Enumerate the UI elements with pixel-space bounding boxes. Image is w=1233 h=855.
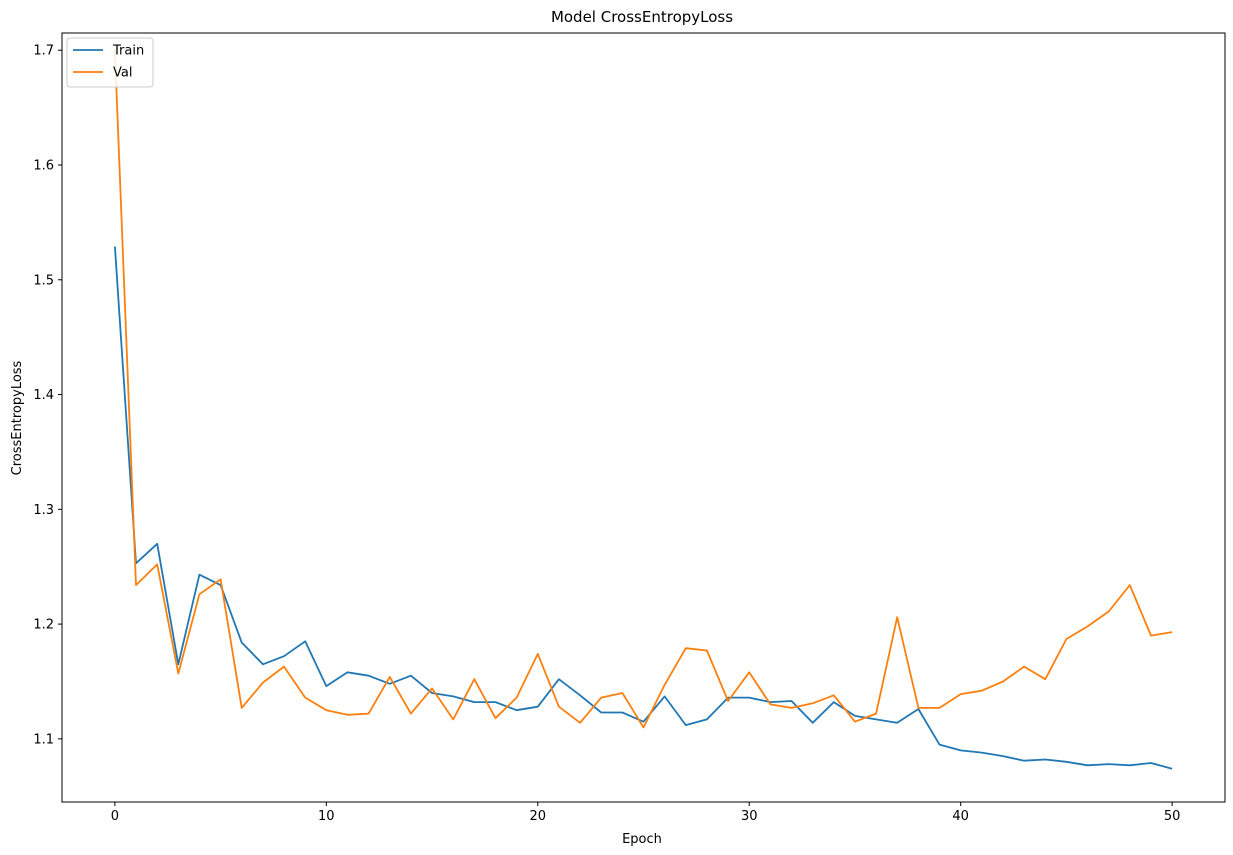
x-axis-label: Epoch: [622, 832, 662, 847]
series-line-train: [114, 246, 1173, 770]
y-tick-label: 1.2: [33, 618, 54, 633]
y-tick-label: 1.4: [33, 388, 54, 403]
y-tick-label: 1.3: [33, 503, 54, 518]
x-tick-label: 0: [111, 809, 119, 824]
x-tick-label: 50: [1164, 809, 1181, 824]
legend-label-train: Train: [112, 44, 144, 59]
x-tick-label: 20: [529, 809, 546, 824]
x-tick-label: 30: [741, 809, 758, 824]
y-tick-label: 1.1: [33, 732, 54, 747]
y-tick-label: 1.5: [33, 273, 54, 288]
x-tick-label: 40: [952, 809, 969, 824]
y-axis-label: CrossEntropyLoss: [10, 360, 25, 475]
series-line-val: [114, 50, 1173, 729]
x-axis: 0 10 20 30 40 50: [111, 802, 1181, 824]
y-axis: 1.1 1.2 1.3 1.4 1.5 1.6 1.7: [33, 44, 62, 747]
series-lines: [114, 50, 1173, 770]
legend: Train Val: [66, 37, 154, 88]
chart-title: Model CrossEntropyLoss: [551, 8, 733, 26]
y-tick-label: 1.6: [33, 158, 54, 173]
x-tick-label: 10: [318, 809, 335, 824]
plot-area: [61, 32, 1226, 803]
plot-frame: [61, 32, 1226, 803]
legend-label-val: Val: [113, 66, 132, 81]
y-tick-label: 1.7: [33, 44, 54, 59]
